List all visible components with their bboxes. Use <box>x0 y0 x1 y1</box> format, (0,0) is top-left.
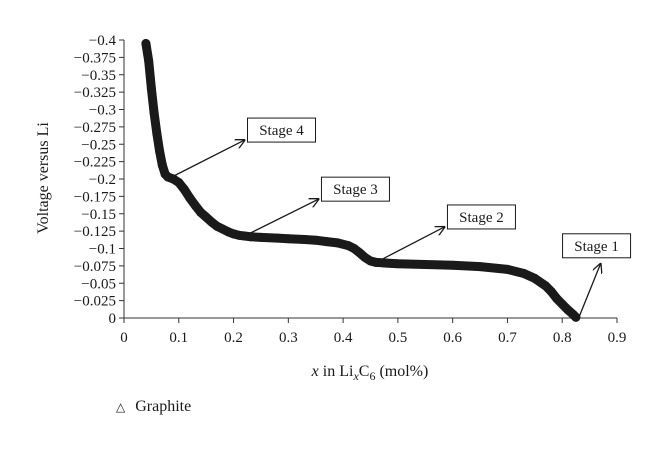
data-point <box>152 129 162 139</box>
y-tick-label: −0.2 <box>89 172 116 188</box>
x-axis-title-sub2: 6 <box>369 369 375 383</box>
y-tick-label: −0.35 <box>81 68 116 84</box>
stage-label: Stage 3 <box>333 182 378 198</box>
x-axis: 0 0.1 0.2 0.3 0.4 0.5 0.6 0.7 0.8 0.9 <box>120 317 627 346</box>
data-point <box>179 184 189 194</box>
stage-label: Stage 1 <box>574 239 619 255</box>
stage-arrow <box>375 227 444 263</box>
y-tick-label: −0.05 <box>81 276 116 292</box>
y-tick-label: −0.325 <box>74 85 116 101</box>
x-axis-title-sub1: x <box>352 369 359 383</box>
x-tick-label: 0.8 <box>553 330 572 346</box>
y-tick-label: −0.275 <box>74 120 116 136</box>
stage-arrow <box>246 199 318 236</box>
data-point <box>519 269 529 278</box>
data-point <box>174 178 184 187</box>
stage-label-box <box>320 176 390 202</box>
x-axis-title-var: x <box>311 363 319 380</box>
y-tick-label: −0.025 <box>74 294 116 310</box>
stage-annotations: Stage 4 Stage 3 Stage 2 Stage 1 <box>167 117 632 319</box>
data-point <box>546 287 556 297</box>
data-point <box>311 235 321 245</box>
stage-arrow <box>167 140 245 180</box>
x-tick-label: 0.2 <box>224 330 243 346</box>
stage-arrow <box>578 264 601 319</box>
data-point <box>272 233 282 243</box>
y-tick-label: −0.125 <box>74 224 116 240</box>
data-point <box>322 237 332 247</box>
data-point <box>420 260 430 269</box>
stage-label: Stage 4 <box>259 123 304 139</box>
data-point <box>333 238 343 248</box>
x-axis-title-mid: C <box>359 363 370 380</box>
triangle-icon: △ <box>116 400 126 414</box>
stage-label-box <box>446 204 516 230</box>
data-point <box>530 273 540 283</box>
x-axis-title-pre: in Li <box>319 363 354 380</box>
legend-label-graphite: Graphite <box>135 398 192 415</box>
data-point <box>552 294 562 303</box>
data-point <box>149 108 159 118</box>
data-point <box>300 235 310 244</box>
y-tick-label: −0.15 <box>81 207 116 223</box>
data-point <box>393 259 403 269</box>
data-point <box>141 39 151 48</box>
y-tick-label: −0.4 <box>89 33 117 49</box>
y-tick-label: −0.3 <box>89 103 116 119</box>
x-axis-title-post: (mol%) <box>375 363 428 380</box>
x-tick-label: 0.3 <box>279 330 298 346</box>
data-point <box>541 281 551 291</box>
y-axis: 0−0.025−0.05−0.075−0.1−0.125−0.15−0.175−… <box>74 33 125 327</box>
x-tick-label: 0.4 <box>334 330 353 346</box>
stage-label: Stage 2 <box>459 210 504 226</box>
y-tick-label: −0.075 <box>74 259 116 275</box>
y-tick-label: −0.375 <box>74 50 116 66</box>
data-point <box>571 312 581 322</box>
legend: △ Graphite <box>116 398 191 416</box>
data-point <box>502 264 512 274</box>
x-tick-label: 0 <box>120 330 128 346</box>
data-point <box>155 146 165 156</box>
data-point <box>185 193 195 203</box>
data-point <box>283 234 293 244</box>
x-axis-title: x in LixC6 (mol%) <box>311 363 429 383</box>
data-point <box>382 258 392 268</box>
y-tick-label: −0.1 <box>89 242 116 258</box>
y-tick-label: −0.225 <box>74 155 116 171</box>
x-tick-label: 0.5 <box>389 330 408 346</box>
data-point <box>475 262 485 272</box>
y-tick-label: −0.175 <box>74 189 116 205</box>
y-tick-label: 0 <box>109 311 117 327</box>
data-point <box>144 56 154 66</box>
data-point <box>157 160 167 170</box>
x-tick-label: 0.7 <box>498 330 517 346</box>
data-point <box>448 260 458 270</box>
x-tick-label: 0.9 <box>608 330 627 346</box>
stage-label-box <box>247 117 317 143</box>
y-tick-label: −0.25 <box>81 137 116 153</box>
x-tick-label: 0.6 <box>443 330 462 346</box>
data-point <box>146 84 156 94</box>
data-point <box>256 232 266 242</box>
y-axis-title: Voltage versus Li <box>35 122 52 234</box>
data-point <box>557 299 567 309</box>
data-point <box>190 200 200 210</box>
stage-label-box <box>562 233 632 259</box>
x-tick-label: 0.1 <box>169 330 188 346</box>
